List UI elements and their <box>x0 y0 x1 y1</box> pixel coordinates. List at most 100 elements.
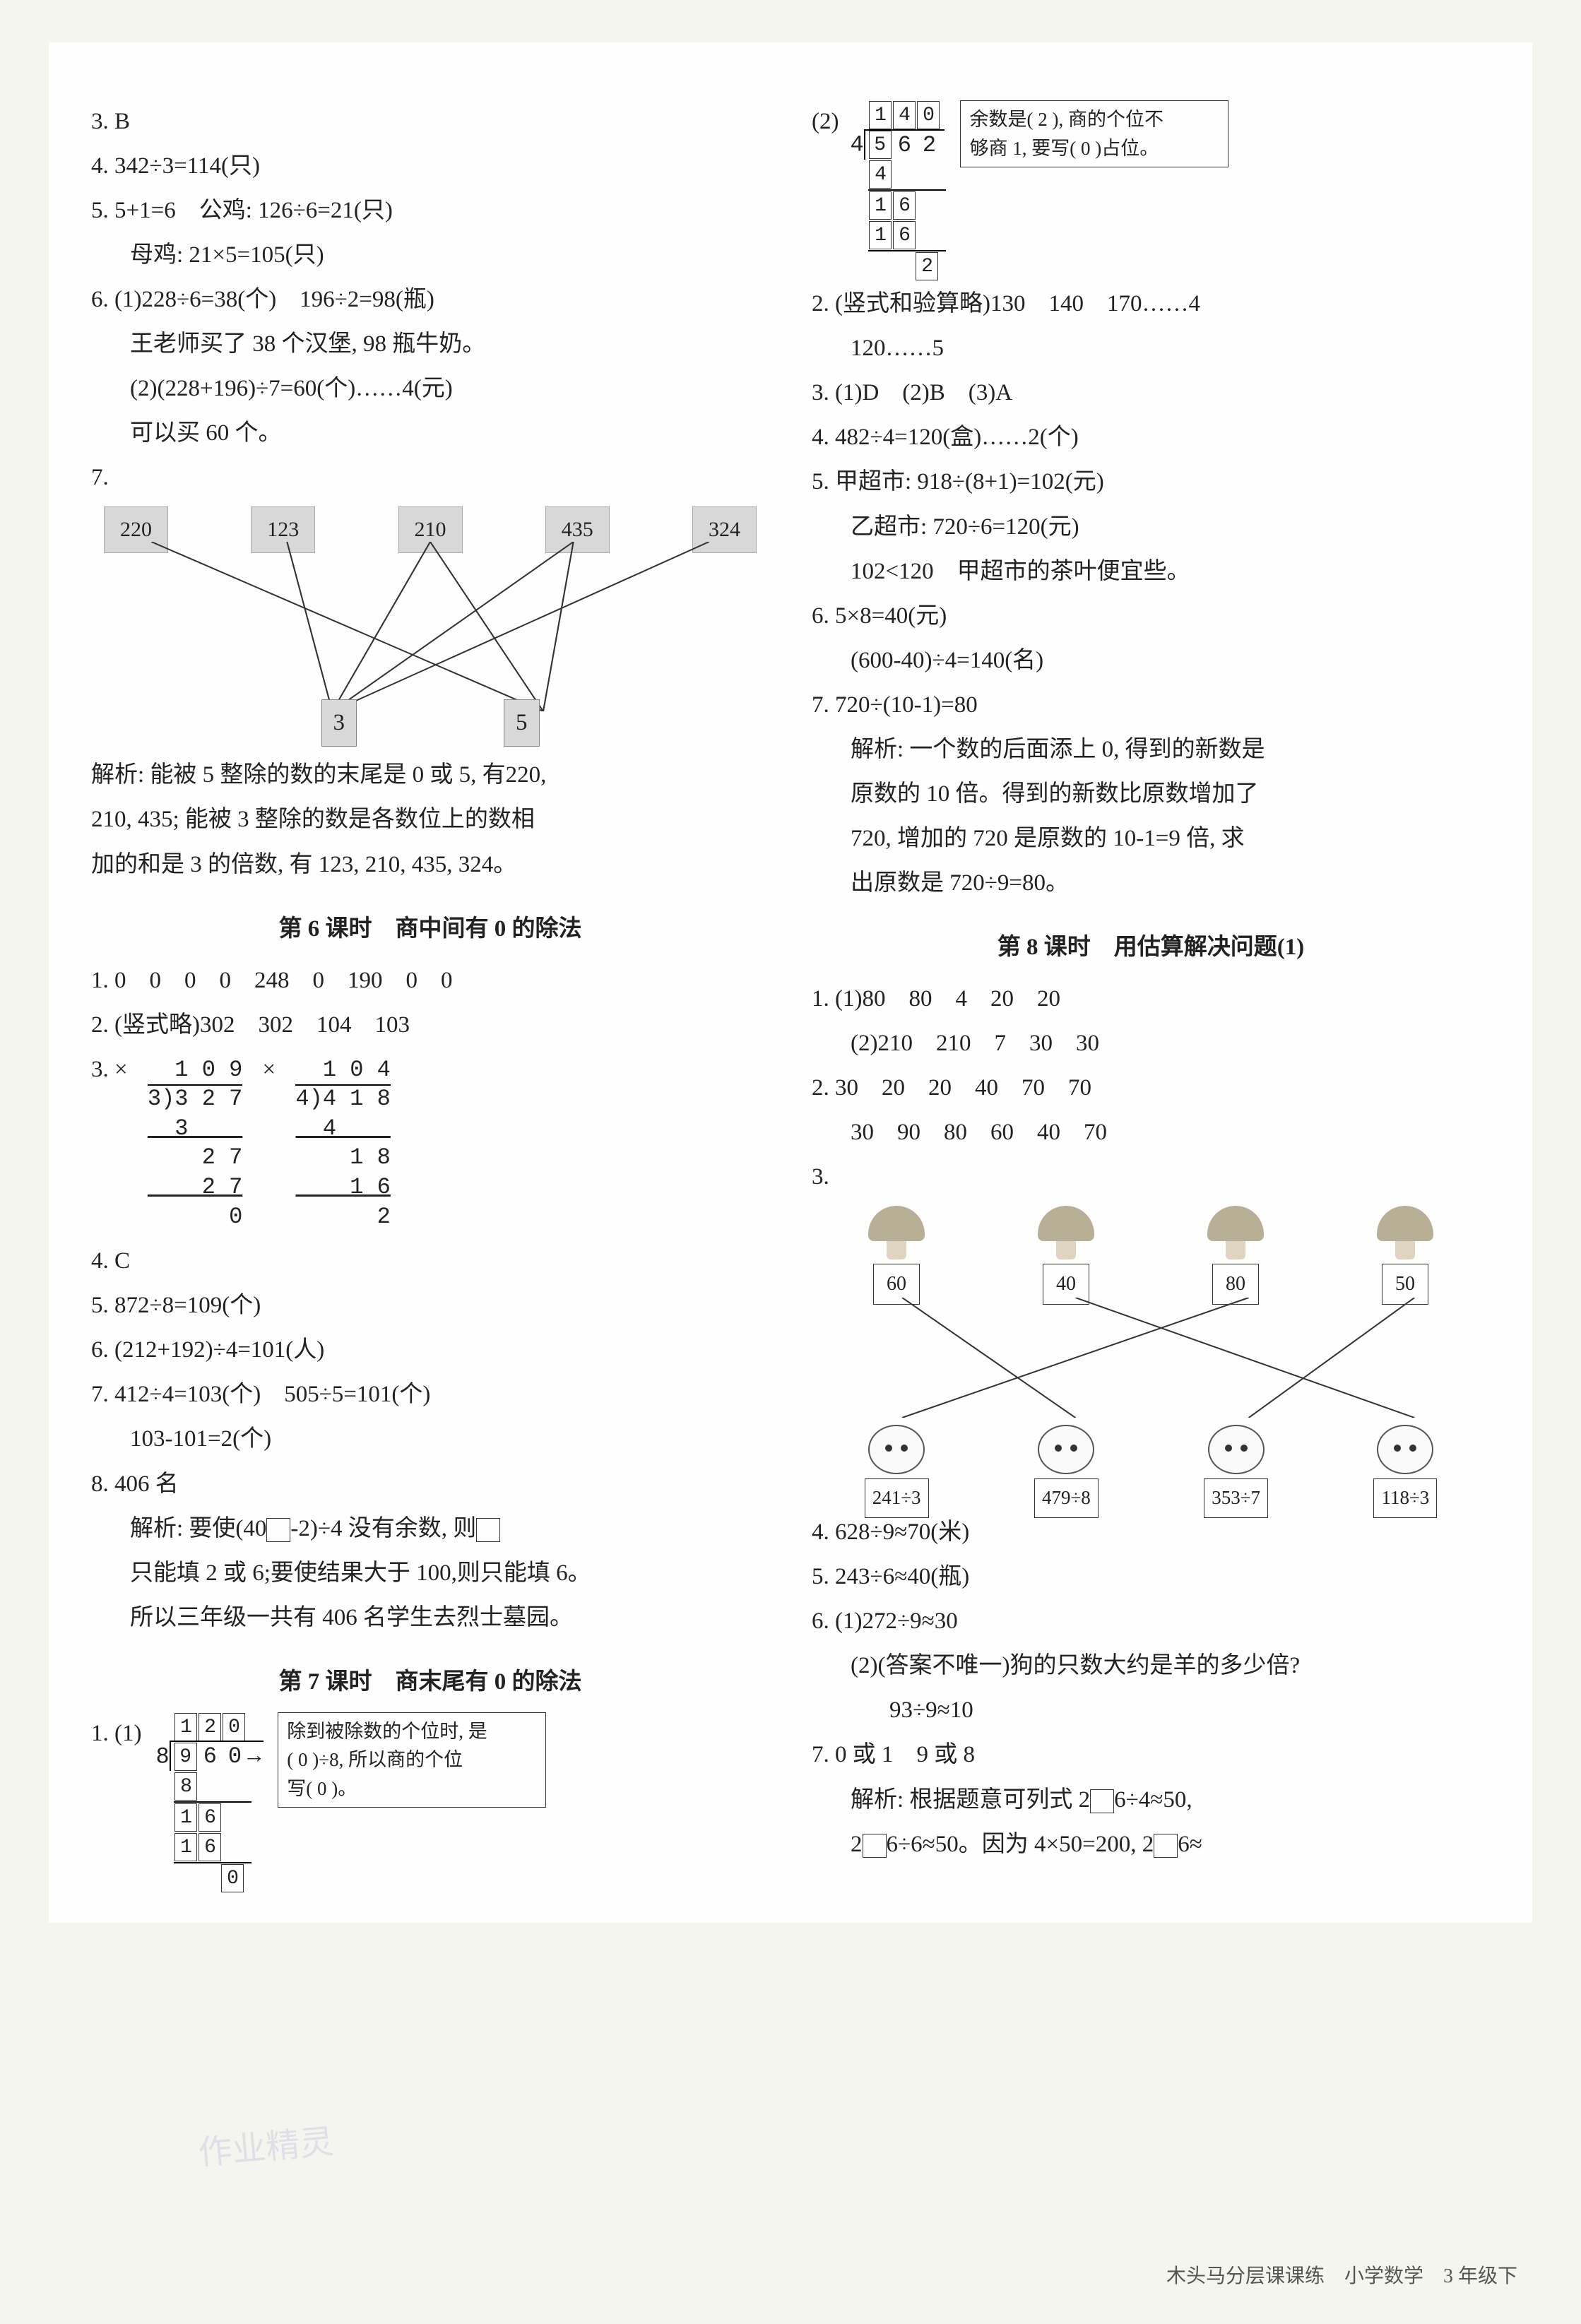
section-heading: 第 6 课时 商中间有 0 的除法 <box>91 908 769 951</box>
long-division-2: 1 0 4 4)4 1 8 4 1 8 1 6 2 <box>295 1055 390 1232</box>
q1-label: 1. (1) <box>91 1712 141 1755</box>
quotient-row: 120 <box>155 1712 264 1742</box>
digit: 2 <box>917 132 942 158</box>
answer-line: 3. (1)D (2)B (3)A <box>812 372 1490 415</box>
answer-line: 5. 5+1=6 公鸡: 126÷6=21(只) <box>91 189 769 232</box>
explanation: 210, 435; 能被 3 整除的数是各数位上的数相 <box>91 798 769 841</box>
step: 16 <box>155 1803 264 1832</box>
answer-line: 7. 412÷4=103(个) 505÷5=101(个) <box>91 1373 769 1416</box>
step: 0 <box>148 1202 242 1232</box>
text: -2)÷4 没有余数, 则 <box>290 1516 476 1541</box>
digit: 1 <box>869 101 892 129</box>
dividend-row: 3)3 2 7 <box>148 1084 242 1114</box>
answer-line: 1. 0 0 0 0 248 0 190 0 0 <box>91 959 769 1002</box>
page-footer: 木头马分层课课练 小学数学 3 年级下 <box>1166 2260 1517 2289</box>
mushroom: 40 <box>1038 1206 1094 1305</box>
label: (2) <box>812 100 839 143</box>
digit: 2 <box>199 1713 221 1741</box>
answer-line: 5. 872÷8=109(个) <box>91 1284 769 1327</box>
step: 16 <box>850 191 946 220</box>
explanation-box: 余数是( 2 ), 商的个位不 够商 1, 要写( 0 )占位。 <box>960 100 1228 167</box>
answer-line: 93÷9≈10 <box>812 1689 1490 1732</box>
digit: 6 <box>199 1833 221 1861</box>
mushroom-stem-icon <box>1395 1241 1415 1259</box>
digit: 1 <box>869 221 892 249</box>
blank-box <box>476 1518 500 1542</box>
digit: 1 <box>174 1713 197 1741</box>
digit: 0 <box>221 1864 244 1892</box>
long-division-1: 1 0 9 3)3 2 7 3 2 7 2 7 0 <box>148 1055 242 1232</box>
mushroom: 60 <box>868 1206 925 1305</box>
digit: 6 <box>198 1743 223 1769</box>
digit: 1 <box>174 1833 197 1861</box>
answer-line: (2)(228+196)÷7=60(个)……4(元) <box>91 367 769 410</box>
digit: 6 <box>893 191 916 220</box>
step: 16 <box>155 1832 264 1862</box>
sheep-icon <box>868 1425 925 1474</box>
step: 4 <box>295 1114 390 1144</box>
explanation: 加的和是 3 的倍数, 有 123, 210, 435, 324。 <box>91 843 769 887</box>
answer-line: 120……5 <box>812 327 1490 370</box>
q1-row: 1. (1) 120 8960→ 8 16 16 0 除到被除数的个位时, 是 … <box>91 1712 769 1893</box>
mushroom-row: 60 40 80 50 <box>812 1206 1490 1305</box>
answer-line: 8. 406 名 <box>91 1463 769 1506</box>
answer-line: 30 90 80 60 40 70 <box>812 1111 1490 1154</box>
explanation-box: 除到被除数的个位时, 是 ( 0 )÷8, 所以商的个位 写( 0 )。 <box>278 1712 546 1808</box>
q3-label: 3. <box>812 1156 1490 1199</box>
text: 除到被除数的个位时, 是 <box>287 1717 537 1746</box>
step: 3 <box>148 1114 242 1144</box>
digit: 2 <box>916 252 938 280</box>
q7-num: 7. <box>91 465 109 490</box>
step: 16 <box>850 220 946 250</box>
mushroom-cap-icon <box>868 1206 925 1241</box>
mushroom: 80 <box>1207 1206 1264 1305</box>
rabbit-icon <box>1208 1425 1265 1474</box>
pig-icon <box>1038 1425 1094 1474</box>
quotient-row: 140 <box>850 100 946 130</box>
long-division-3: 120 8960→ 8 16 16 0 <box>155 1712 264 1893</box>
page: 3. B 4. 342÷3=114(只) 5. 5+1=6 公鸡: 126÷6=… <box>49 42 1532 1923</box>
section-heading: 第 7 课时 商末尾有 0 的除法 <box>91 1661 769 1704</box>
x-mark: × <box>263 1057 276 1082</box>
digit: 6 <box>893 221 916 249</box>
animal: 353÷7 <box>1204 1425 1268 1518</box>
answer-line: 5. 甲超市: 918÷(8+1)=102(元) <box>812 461 1490 504</box>
mushroom-cap-icon <box>1038 1206 1094 1241</box>
blank-box <box>1090 1789 1114 1813</box>
blank-box <box>266 1518 290 1542</box>
blank-box <box>863 1834 887 1858</box>
matching-diagram: 220 123 210 435 324 3 5 <box>91 506 769 747</box>
digit: 4 <box>893 101 916 129</box>
divisor: 4 <box>850 132 863 158</box>
animal: 479÷8 <box>1034 1425 1099 1518</box>
chick-icon <box>1377 1425 1433 1474</box>
expr-box: 118÷3 <box>1373 1478 1437 1518</box>
answer-line: 7. 0 或 1 9 或 8 <box>812 1733 1490 1777</box>
blank-box <box>1154 1834 1178 1858</box>
answer-line: 王老师买了 38 个汉堡, 98 瓶牛奶。 <box>91 323 769 366</box>
explanation: 出原数是 720÷9=80。 <box>812 862 1490 905</box>
explanation: 26÷6≈50。因为 4×50=200, 26≈ <box>812 1823 1490 1866</box>
explanation: 解析: 能被 5 整除的数的末尾是 0 或 5, 有220, <box>91 754 769 797</box>
digit: 8 <box>174 1772 197 1801</box>
q1-2-row: (2) 140 4562 4 16 16 2 余数是( 2 ), 商的个位不 够… <box>812 100 1490 281</box>
q7-label: 7. <box>91 456 769 499</box>
mushroom: 50 <box>1377 1206 1433 1305</box>
text: 解析: 要使(40 <box>130 1516 266 1541</box>
animal: 118÷3 <box>1373 1425 1437 1518</box>
quotient: 1 0 9 <box>148 1055 242 1085</box>
mushroom-cap-icon <box>1377 1206 1433 1241</box>
step: 2 7 <box>148 1173 242 1202</box>
answer-line: 2. (竖式略)302 302 104 103 <box>91 1004 769 1047</box>
text: ( 0 )÷8, 所以商的个位 <box>287 1745 537 1774</box>
answer-line: (2)210 210 7 30 30 <box>812 1022 1490 1065</box>
answer-line: 2. (竖式和验算略)130 140 170……4 <box>812 283 1490 326</box>
answer-line: 6. 5×8=40(元) <box>812 595 1490 638</box>
long-division-4: 140 4562 4 16 16 2 <box>850 100 946 281</box>
answer-line: 4. 342÷3=114(只) <box>91 145 769 188</box>
answer-line: 7. 720÷(10-1)=80 <box>812 684 1490 727</box>
step: 2 7 <box>148 1143 242 1173</box>
match-lines <box>91 542 769 711</box>
expr-box: 353÷7 <box>1204 1478 1268 1518</box>
digit: 4 <box>869 160 892 189</box>
